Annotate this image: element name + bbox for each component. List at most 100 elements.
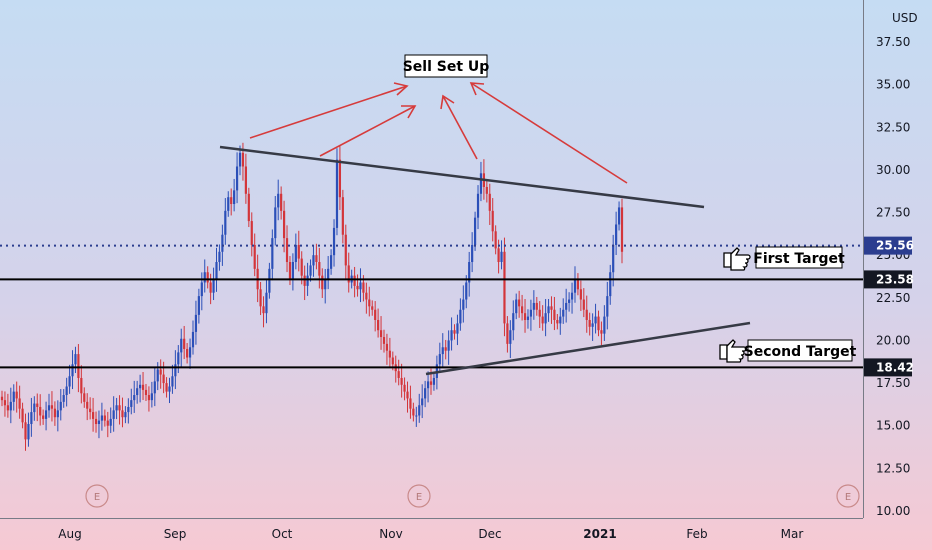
candle-body [523,313,527,320]
candle-body [109,418,112,426]
candle-body [600,330,603,334]
candle-body [268,268,271,293]
candle-body [97,420,101,425]
candle-body [409,398,412,409]
candle-body [127,406,130,413]
candle-body [288,262,292,280]
candle-body [353,275,356,286]
x-tick-label: Mar [781,527,804,541]
candle-body [515,299,518,314]
candle-body [597,316,600,331]
candle-body [153,381,156,394]
candle-body [62,395,65,402]
candle-body [197,296,200,315]
candle-body [520,306,524,314]
candle-body [68,376,71,387]
candle-body [18,398,21,409]
candle-body [103,415,106,421]
candle-body [400,377,403,385]
candle-body [503,251,506,324]
candle-body [136,388,139,396]
candle-body [579,289,582,300]
candle-body [617,207,621,225]
candle-body [241,152,245,167]
candle-body [300,258,303,276]
price-tag [864,236,912,255]
candle-body [306,275,309,286]
candle-body [412,408,415,416]
candle-body [89,408,92,413]
candle-body [329,255,333,269]
x-tick-label: Aug [58,527,81,541]
earnings-badge[interactable]: E [85,484,109,508]
upper-trendline[interactable] [219,145,705,209]
sell-setup-label[interactable]: Sell Set Up [403,54,490,78]
candle-body [0,396,4,401]
currency-label: USD [892,11,918,25]
candle-body [441,347,444,355]
candle-body [280,193,283,211]
candle-body [282,210,286,239]
candle-body [65,386,68,396]
candle-body [183,338,186,349]
y-tick-label: 17.50 [876,376,910,390]
sell-setup-arrows [249,82,628,184]
candle-body [518,299,521,307]
candle-body [609,272,612,297]
candle-body [77,354,80,378]
time-axis[interactable]: Aug Sep Oct Nov Dec 2021 Feb Mar [58,527,803,541]
lower-trendline[interactable] [425,321,751,376]
candle-body [468,262,471,283]
candle-body [147,395,151,401]
candle-body [327,268,330,280]
candle-body [39,406,42,416]
candle-body [262,306,265,314]
candle-body [603,316,606,334]
second-target-annotation[interactable]: Second Target [719,339,857,363]
candle-body [42,415,45,419]
y-tick-label: 10.00 [876,504,910,518]
candle-body [332,227,336,256]
candle-body [541,316,544,324]
candle-body [162,374,165,384]
candle-body [194,314,198,332]
candle-body [171,376,174,387]
candle-body [235,166,239,191]
candle-body [447,340,450,351]
candle-body [188,347,192,358]
arrow-line-4 [470,82,628,184]
x-tick-label: Oct [272,527,293,541]
x-tick-label: Dec [478,527,501,541]
candle-body [203,272,206,283]
earnings-badge[interactable]: E [836,484,860,508]
candle-body [94,418,98,425]
candle-body [385,343,389,351]
earnings-badge[interactable]: E [407,484,431,508]
candle-body [247,193,250,222]
candle-body [347,265,350,283]
candle-body [250,221,253,245]
y-tick-label: 15.00 [876,419,910,433]
candle-body [421,398,424,406]
candlestick-series [0,142,624,451]
arrow-head-1 [393,82,409,96]
candle-body [379,330,383,338]
earnings-badge-letter: E [845,492,851,503]
candle-body [165,383,168,392]
candle-body [382,337,386,344]
candle-body [80,377,83,394]
candle-body [112,410,115,419]
candle-body [565,302,568,310]
price-tag [864,270,912,289]
candle-body [133,395,136,401]
candle-body [620,207,624,252]
second-target-text: Second Target [744,344,857,360]
candle-body [559,316,562,324]
candle-body [309,265,312,276]
arrow-line-2 [319,105,416,157]
candle-body [374,309,377,320]
candle-body [274,207,277,239]
candle-body [156,369,159,382]
first-target-annotation[interactable]: First Target [723,246,845,271]
